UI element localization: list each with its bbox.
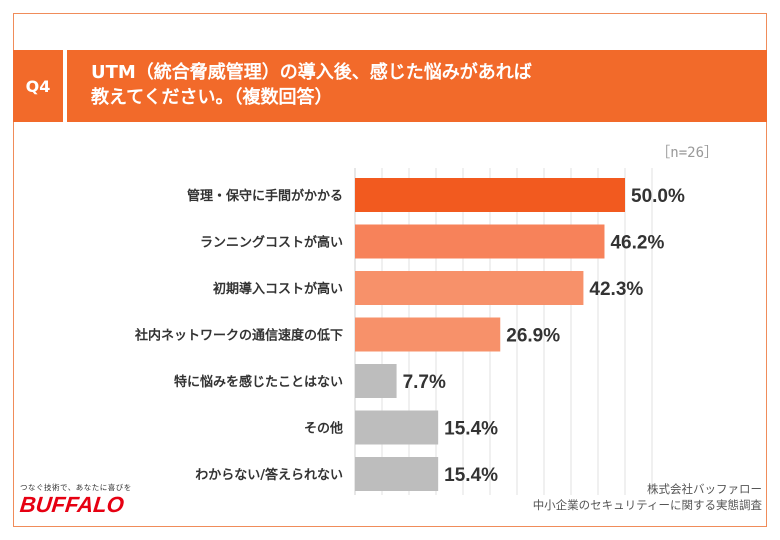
bar-3 — [355, 317, 501, 352]
question-badge: Q4 — [13, 50, 63, 122]
brand-tagline: つなぐ技術で、あなたに喜びを — [20, 483, 132, 492]
bar-4 — [355, 364, 397, 398]
source-note: 株式会社バッファロー 中小企業のセキュリティーに関する実態調査 — [533, 481, 762, 513]
category-label-0: 管理・保守に手間がかかる — [187, 188, 343, 204]
category-label-1: ランニングコストが高い — [200, 235, 343, 251]
value-label-0: 50.0% — [631, 186, 685, 207]
category-label-6: わからない/答えられない — [195, 467, 343, 483]
question-title-line2: 教えてください。（複数回答） — [91, 87, 333, 108]
brand-logo-area: つなぐ技術で、あなたに喜びを BUFFALO — [18, 482, 132, 517]
category-label-2: 初期導入コストが高い — [213, 281, 343, 297]
source-line1: 株式会社バッファロー — [647, 482, 762, 496]
question-title-line1: UTM（統合脅威管理）の導入後、感じた悩みがあれば — [91, 62, 532, 83]
bar-2 — [355, 271, 584, 305]
category-label-4: 特に悩みを感じたことはない — [174, 374, 343, 390]
bar-5 — [355, 410, 439, 445]
sample-size-note: ［n=26］ — [656, 145, 718, 161]
value-label-2: 42.3% — [589, 279, 643, 300]
question-title: UTM（統合脅威管理）の導入後、感じた悩みがあれば 教えてください。（複数回答） — [67, 50, 767, 122]
buffalo-logo: BUFFALO — [18, 492, 126, 517]
value-label-4: 7.7% — [403, 372, 446, 393]
bar-1 — [355, 224, 605, 259]
source-line2: 中小企業のセキュリティーに関する実態調査 — [532, 498, 762, 512]
category-label-3: 社内ネットワークの通信速度の低下 — [134, 328, 343, 344]
value-label-5: 15.4% — [444, 419, 498, 440]
category-label-5: その他 — [304, 421, 343, 437]
value-label-6: 15.4% — [444, 465, 498, 486]
value-label-3: 26.9% — [506, 326, 560, 347]
value-label-1: 46.2% — [610, 233, 664, 254]
bar-0 — [355, 178, 625, 212]
bar-6 — [355, 457, 439, 491]
